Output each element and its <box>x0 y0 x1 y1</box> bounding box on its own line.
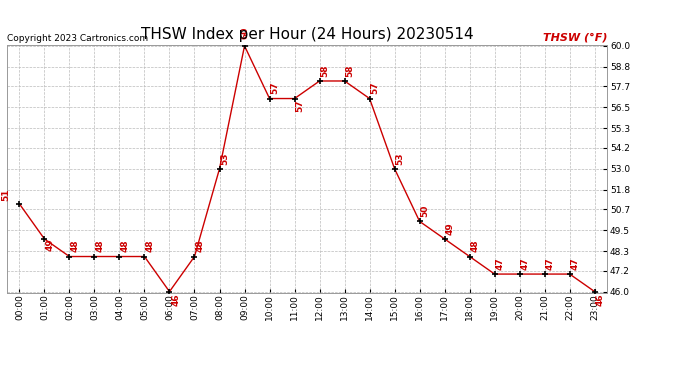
Text: 48: 48 <box>471 240 480 252</box>
Text: 49: 49 <box>46 239 55 252</box>
Text: Copyright 2023 Cartronics.com: Copyright 2023 Cartronics.com <box>7 33 148 42</box>
Text: 50: 50 <box>421 205 430 217</box>
Text: 57: 57 <box>270 82 279 94</box>
Text: 49: 49 <box>446 222 455 235</box>
Text: 46: 46 <box>595 293 604 306</box>
Text: 58: 58 <box>321 64 330 77</box>
Text: 53: 53 <box>221 152 230 165</box>
Text: 60: 60 <box>240 27 249 39</box>
Text: 47: 47 <box>495 257 504 270</box>
Text: 58: 58 <box>346 64 355 77</box>
Text: 57: 57 <box>295 100 304 112</box>
Text: 48: 48 <box>195 240 204 252</box>
Text: 48: 48 <box>121 240 130 252</box>
Text: 57: 57 <box>371 82 380 94</box>
Text: 51: 51 <box>1 189 10 201</box>
Text: 48: 48 <box>95 240 104 252</box>
Text: 47: 47 <box>521 257 530 270</box>
Text: 48: 48 <box>70 240 79 252</box>
Title: THSW Index per Hour (24 Hours) 20230514: THSW Index per Hour (24 Hours) 20230514 <box>141 27 473 42</box>
Text: 48: 48 <box>146 240 155 252</box>
Text: 46: 46 <box>172 293 181 306</box>
Text: 53: 53 <box>395 152 404 165</box>
Text: THSW (°F): THSW (°F) <box>543 33 607 42</box>
Text: 47: 47 <box>546 257 555 270</box>
Text: 47: 47 <box>571 257 580 270</box>
